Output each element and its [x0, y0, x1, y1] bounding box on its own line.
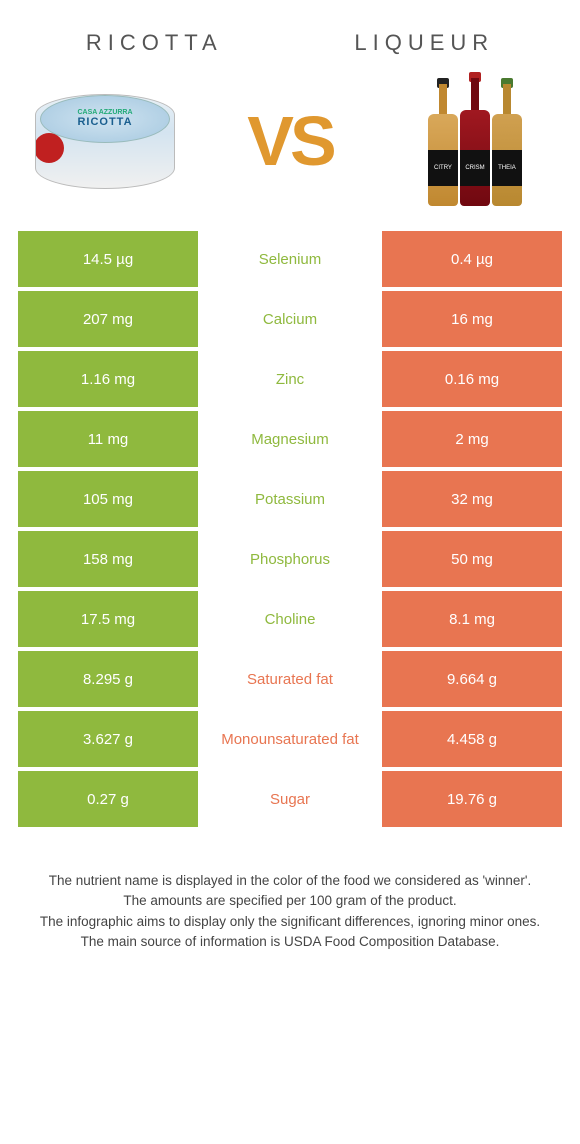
- table-row: 0.27 gSugar19.76 g: [18, 771, 562, 827]
- left-value: 207 mg: [18, 291, 198, 347]
- right-value: 50 mg: [382, 531, 562, 587]
- left-value: 11 mg: [18, 411, 198, 467]
- nutrient-name: Monounsaturated fat: [198, 711, 382, 767]
- table-row: 1.16 mgZinc0.16 mg: [18, 351, 562, 407]
- images-row: CASA AZZURRA RICOTTA VS CITRY CRISM THEI…: [0, 66, 580, 231]
- header: Ricotta Liqueur: [0, 0, 580, 66]
- nutrient-name: Selenium: [198, 231, 382, 287]
- table-row: 8.295 gSaturated fat9.664 g: [18, 651, 562, 707]
- nutrient-name: Phosphorus: [198, 531, 382, 587]
- liqueur-image: CITRY CRISM THEIA: [400, 76, 550, 206]
- left-value: 1.16 mg: [18, 351, 198, 407]
- table-row: 14.5 µgSelenium0.4 µg: [18, 231, 562, 287]
- right-value: 0.16 mg: [382, 351, 562, 407]
- left-value: 8.295 g: [18, 651, 198, 707]
- right-value: 16 mg: [382, 291, 562, 347]
- table-row: 3.627 gMonounsaturated fat4.458 g: [18, 711, 562, 767]
- right-value: 0.4 µg: [382, 231, 562, 287]
- nutrient-name: Saturated fat: [198, 651, 382, 707]
- right-value: 8.1 mg: [382, 591, 562, 647]
- nutrient-name: Potassium: [198, 471, 382, 527]
- footer-line: The nutrient name is displayed in the co…: [30, 871, 550, 891]
- footer-notes: The nutrient name is displayed in the co…: [0, 831, 580, 972]
- nutrient-name: Choline: [198, 591, 382, 647]
- footer-line: The main source of information is USDA F…: [30, 932, 550, 952]
- table-row: 11 mgMagnesium2 mg: [18, 411, 562, 467]
- left-value: 3.627 g: [18, 711, 198, 767]
- nutrient-name: Magnesium: [198, 411, 382, 467]
- right-product-title: Liqueur: [354, 30, 494, 56]
- nutrient-name: Calcium: [198, 291, 382, 347]
- ricotta-image: CASA AZZURRA RICOTTA: [30, 76, 180, 206]
- nutrient-table: 14.5 µgSelenium0.4 µg207 mgCalcium16 mg1…: [0, 231, 580, 827]
- right-value: 9.664 g: [382, 651, 562, 707]
- left-value: 0.27 g: [18, 771, 198, 827]
- left-value: 17.5 mg: [18, 591, 198, 647]
- footer-line: The amounts are specified per 100 gram o…: [30, 891, 550, 911]
- nutrient-name: Sugar: [198, 771, 382, 827]
- table-row: 158 mgPhosphorus50 mg: [18, 531, 562, 587]
- right-value: 2 mg: [382, 411, 562, 467]
- right-value: 32 mg: [382, 471, 562, 527]
- left-value: 14.5 µg: [18, 231, 198, 287]
- table-row: 207 mgCalcium16 mg: [18, 291, 562, 347]
- vs-text: VS: [247, 101, 332, 181]
- table-row: 17.5 mgCholine8.1 mg: [18, 591, 562, 647]
- right-value: 19.76 g: [382, 771, 562, 827]
- table-row: 105 mgPotassium32 mg: [18, 471, 562, 527]
- nutrient-name: Zinc: [198, 351, 382, 407]
- left-product-title: Ricotta: [86, 30, 223, 56]
- left-value: 105 mg: [18, 471, 198, 527]
- left-value: 158 mg: [18, 531, 198, 587]
- right-value: 4.458 g: [382, 711, 562, 767]
- footer-line: The infographic aims to display only the…: [30, 912, 550, 932]
